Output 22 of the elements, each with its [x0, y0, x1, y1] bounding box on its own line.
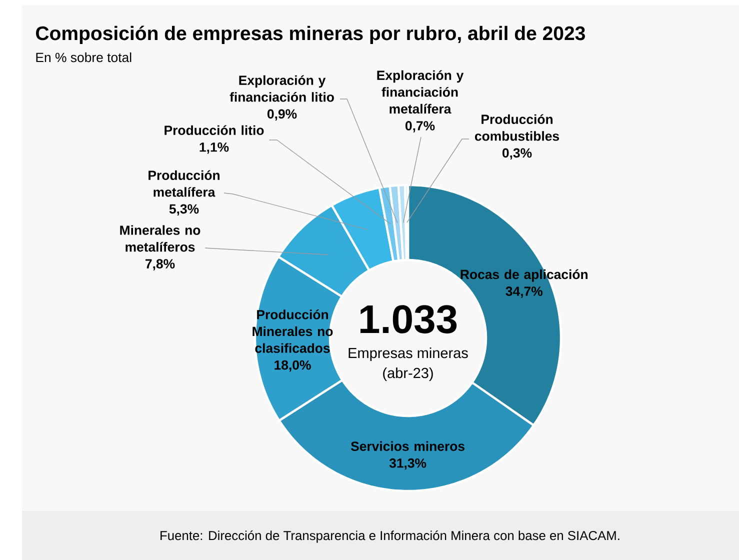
- slice-label: Exploración y financiación metalífera: [377, 70, 464, 114]
- chart-subtitle: En % sobre total: [36, 52, 132, 62]
- slice-label: Producción litio: [164, 125, 264, 136]
- text: (abr-23): [383, 368, 433, 382]
- data-label: 0,3%: [502, 148, 532, 160]
- data-label: 5,3%: [169, 204, 199, 216]
- data-label: 18,0%: [274, 360, 311, 372]
- data-label: 1,1%: [200, 142, 229, 154]
- source-note: Fuente: Dirección de Transparencia e Información Minera con base en SIACAM.: [160, 530, 620, 543]
- slice-label: Servicios mineros: [350, 441, 464, 451]
- data-label: 34,7%: [506, 286, 542, 298]
- slice-label: Producción combustibles: [474, 114, 560, 141]
- text: 1.033: [360, 305, 457, 334]
- slice-label: Producción metalífera: [148, 170, 220, 197]
- data-label: 0,7%: [405, 121, 435, 132]
- text: Empresas mineras: [348, 347, 468, 362]
- data-label: 7,8%: [146, 259, 175, 270]
- slice-label: Exploración y financiación litio: [230, 75, 334, 102]
- data-label: 0,9%: [267, 109, 297, 121]
- chart-title: Composición de empresas mineras por rubro, abril de 2023: [36, 26, 585, 44]
- data-label: 31,3%: [389, 458, 426, 470]
- slice-label: Minerales no metalíferos: [120, 225, 200, 252]
